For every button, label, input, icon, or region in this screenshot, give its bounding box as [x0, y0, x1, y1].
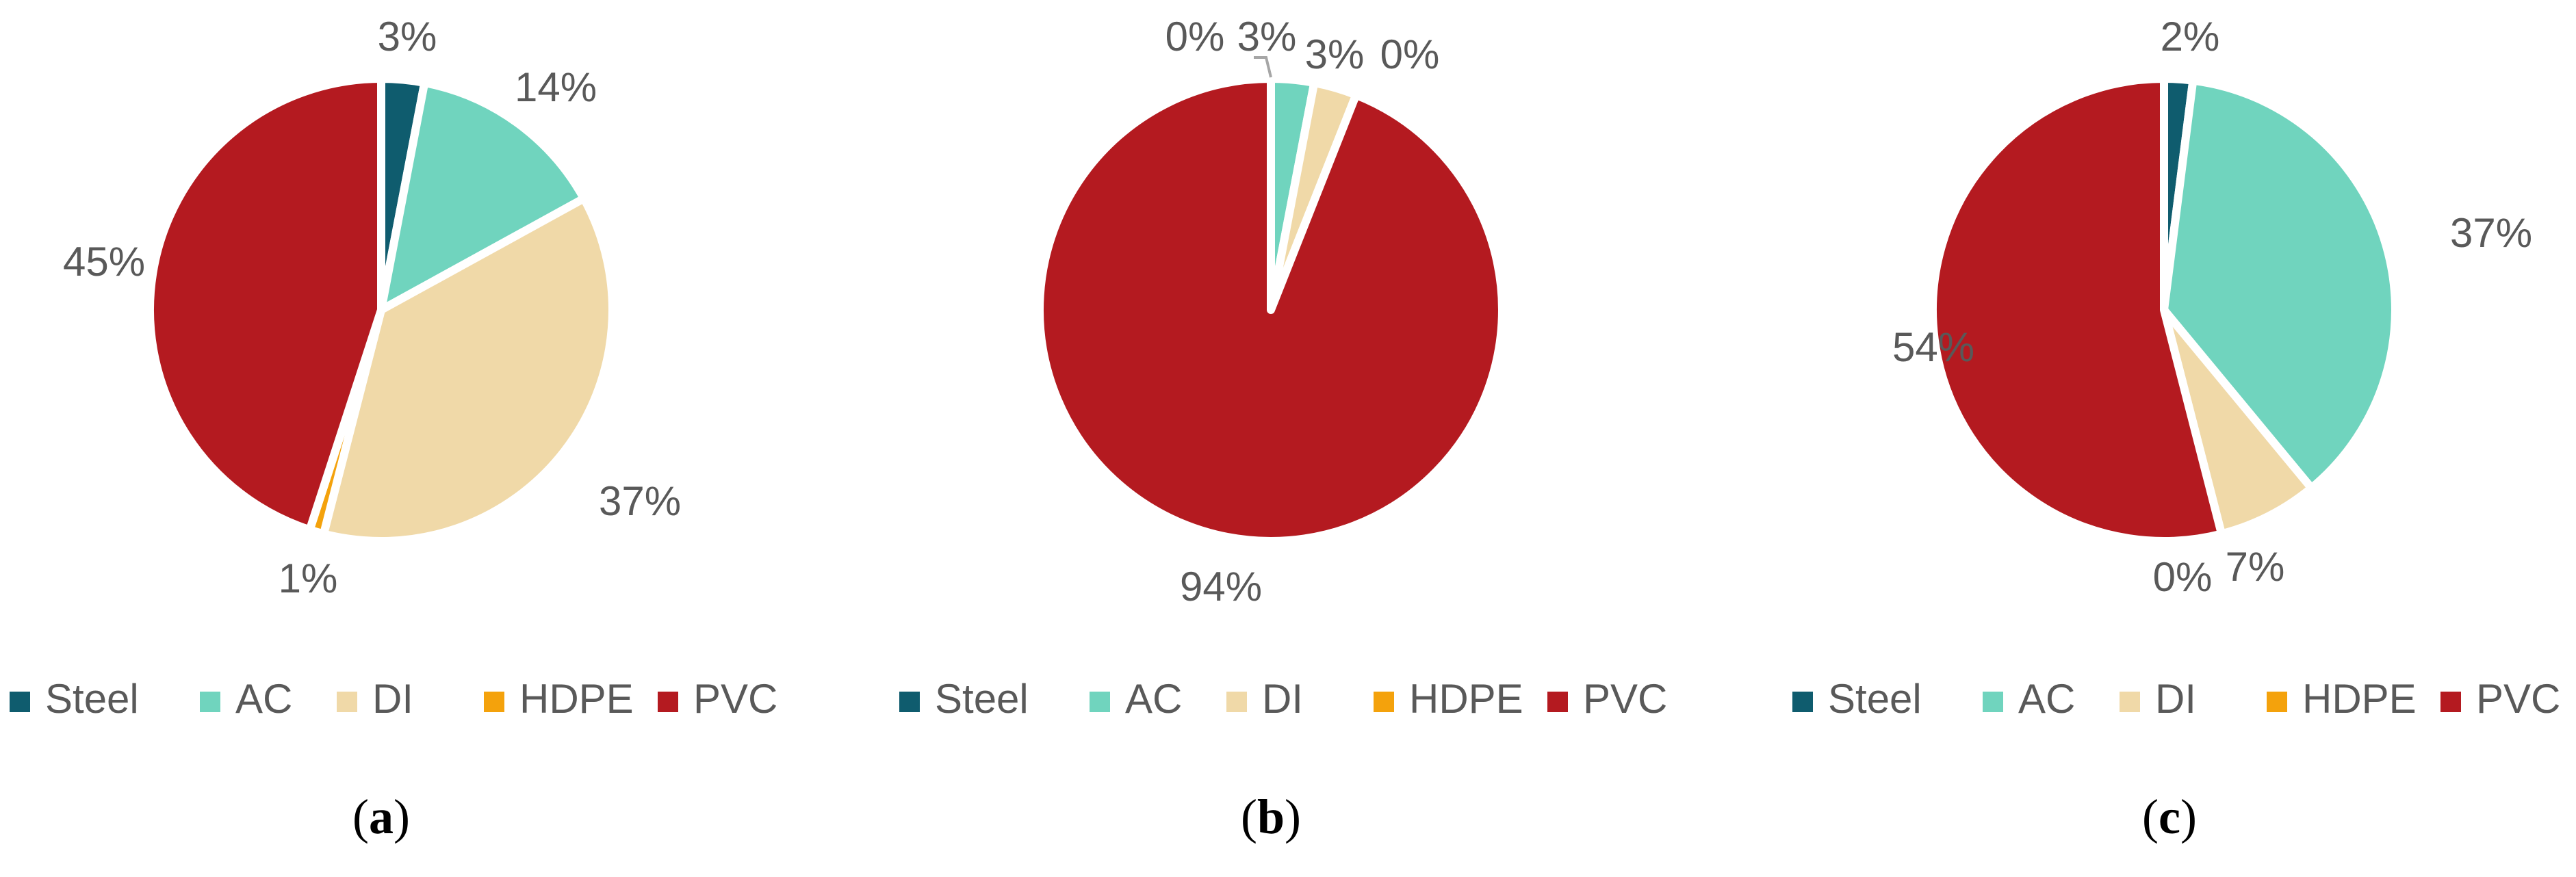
- legend-swatch-di: [2120, 692, 2140, 712]
- data-label-hdpe: 0%: [1380, 31, 1440, 77]
- data-label-di: 7%: [2226, 544, 2285, 590]
- legend-label-pvc: PVC: [693, 676, 777, 722]
- data-label-di: 3%: [1305, 31, 1365, 77]
- legend-swatch-hdpe: [1374, 692, 1394, 712]
- pie-slice-ac: [377, 78, 589, 314]
- data-label-steel: 0%: [1165, 14, 1225, 60]
- legend-swatch-steel: [1792, 692, 1813, 712]
- pie-slice-pvc: [145, 75, 385, 534]
- legend-swatch-di: [1226, 692, 1247, 712]
- panel-caption-a: (a): [352, 789, 410, 844]
- panel-caption-b: (b): [1241, 789, 1301, 844]
- legend: Steel AC DI HDPE PVC: [1792, 676, 2560, 722]
- legend-swatch-steel: [10, 692, 30, 712]
- data-label-steel: 3%: [378, 14, 437, 60]
- legend-swatch-hdpe: [2267, 692, 2287, 712]
- data-label-steel: 2%: [2161, 14, 2220, 60]
- data-label-pvc: 45%: [63, 239, 145, 285]
- legend-swatch-steel: [899, 692, 920, 712]
- leader-line: [1254, 56, 1272, 78]
- legend-label-steel: Steel: [1828, 676, 1922, 722]
- legend: Steel AC DI HDPE PVC: [10, 676, 777, 722]
- legend: Steel AC DI HDPE PVC: [899, 676, 1667, 722]
- legend-label-hdpe: HDPE: [1409, 676, 1523, 722]
- data-label-hdpe: 0%: [2153, 554, 2213, 600]
- legend-swatch-ac: [200, 692, 220, 712]
- legend-swatch-ac: [1090, 692, 1110, 712]
- legend-swatch-di: [337, 692, 357, 712]
- legend-label-ac: AC: [1125, 676, 1182, 722]
- legend-swatch-hdpe: [484, 692, 504, 712]
- data-label-ac: 3%: [1237, 14, 1297, 60]
- legend-label-hdpe: HDPE: [519, 676, 634, 722]
- data-label-hdpe: 1%: [279, 555, 338, 601]
- data-label-pvc: 54%: [1892, 324, 1974, 370]
- panel-caption-c: (c): [2142, 789, 2197, 844]
- legend-label-hdpe: HDPE: [2302, 676, 2417, 722]
- legend-label-ac: AC: [235, 676, 292, 722]
- legend-label-steel: Steel: [935, 676, 1029, 722]
- legend-label-pvc: PVC: [2476, 676, 2560, 722]
- data-label-pvc: 94%: [1180, 564, 1262, 610]
- legend-swatch-pvc: [1547, 692, 1568, 712]
- pie-chart-c: 2% 37% 7% 0% 54% Steel AC DI HDPE PVC (c): [1792, 14, 2560, 844]
- legend-swatch-ac: [1983, 692, 2003, 712]
- legend-label-ac: AC: [2018, 676, 2075, 722]
- data-label-ac: 37%: [2450, 210, 2532, 256]
- pie-slice-pvc: [1035, 75, 1506, 545]
- pie-chart-a: 3% 14% 37% 1% 45% Steel AC DI HDPE PVC (a): [10, 14, 777, 844]
- legend-label-pvc: PVC: [1583, 676, 1667, 722]
- pie-slice-di: [319, 194, 617, 545]
- data-label-ac: 14%: [515, 64, 597, 110]
- legend-label-di: DI: [1262, 676, 1303, 722]
- legend-label-di: DI: [2155, 676, 2196, 722]
- pie-slice-pvc: [1929, 75, 2226, 545]
- legend-label-steel: Steel: [45, 676, 139, 722]
- data-label-di: 37%: [599, 478, 681, 524]
- legend-swatch-pvc: [658, 692, 678, 712]
- legend-label-di: DI: [372, 676, 413, 722]
- pie-slice-ac: [2160, 76, 2399, 493]
- legend-swatch-pvc: [2440, 692, 2461, 712]
- pie-chart-b: 0% 3% 3% 0% 94% Steel AC DI HDPE PVC (b): [899, 14, 1667, 844]
